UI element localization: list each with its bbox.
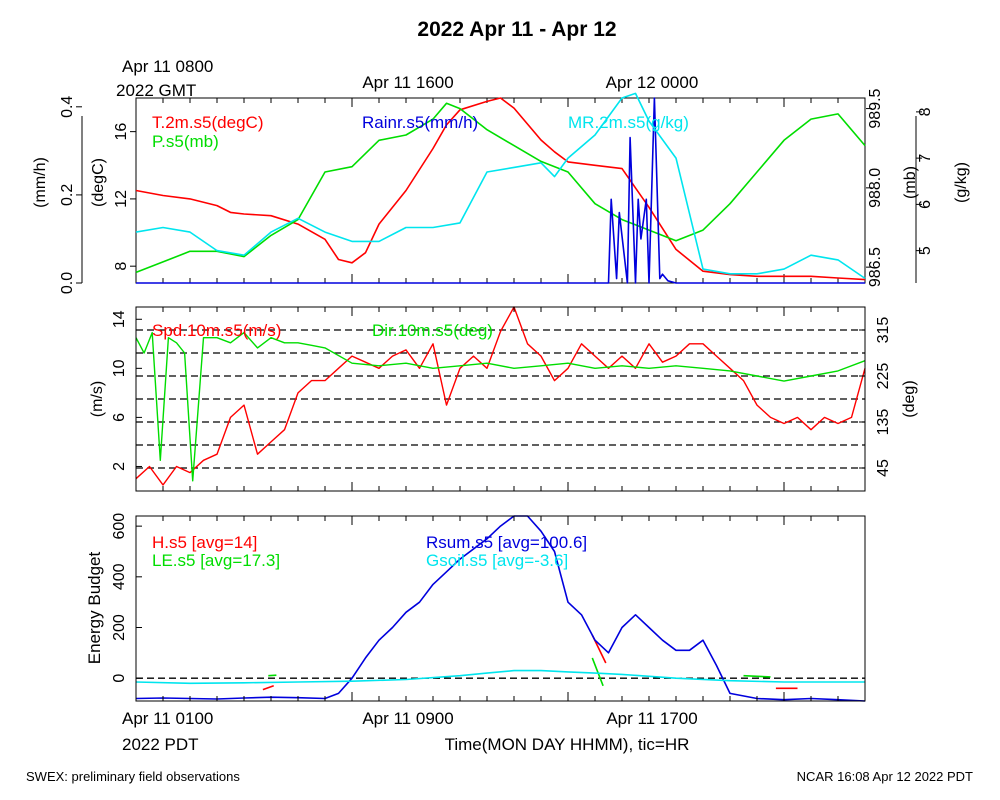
axis-label: (degC) xyxy=(90,158,107,207)
legend-entry: Rainr.s5(mm/h) xyxy=(362,113,478,132)
axis-tick-label: 315 xyxy=(875,317,892,344)
axis-label: (m/s) xyxy=(89,381,106,417)
series-segment-1 xyxy=(743,674,771,678)
legend-entry: H.s5 [avg=14] xyxy=(152,533,257,552)
series-line-3 xyxy=(135,669,865,685)
axis-tick-label: 600 xyxy=(111,513,128,540)
wind-panel: 2 6 10 14 (m/s) 45 135 225 315 (deg) Spd.10m.s5(m/… xyxy=(89,306,918,492)
axis-tick-label: 8 xyxy=(917,107,934,116)
energy-panel: 0 200 400 600 Energy Budget H.s5 [avg=14]LE.s… xyxy=(85,513,866,702)
axis-tick-label: 225 xyxy=(875,363,892,390)
axis-tick-label: 988.0 xyxy=(867,168,884,208)
legend-entry: P.s5(mb) xyxy=(152,132,219,151)
series-line-1 xyxy=(135,102,866,274)
bottom-axis-start-line1: Apr 11 0100 xyxy=(122,709,213,728)
legend-entry: Dir.10m.s5(deg) xyxy=(372,321,493,340)
axis-tick-label: 2 xyxy=(111,462,128,471)
axis-tick-label: 0 xyxy=(111,674,128,683)
axis-tick-label: 45 xyxy=(875,459,892,477)
energy-frame xyxy=(135,515,866,702)
axis-tick-label: 6 xyxy=(917,200,934,209)
series-line-1 xyxy=(135,331,866,482)
bottom-axis-tick-0900: Apr 11 0900 xyxy=(362,709,453,728)
bottom-axis-start-line2: 2022 PDT xyxy=(122,735,199,754)
top-axis-tick-1600: Apr 11 1600 xyxy=(362,73,453,92)
axis-tick-label: 986.5 xyxy=(867,247,884,287)
footer-right: NCAR 16:08 Apr 12 2022 PDT xyxy=(797,769,973,784)
legend-entry: MR.2m.s5(g/kg) xyxy=(568,113,689,132)
axis-tick-label: 0.4 xyxy=(59,96,76,118)
axis-tick-label: 12 xyxy=(113,190,130,208)
legend-entry: Spd.10m.s5(m/s) xyxy=(152,321,281,340)
series-segment-1 xyxy=(591,657,604,687)
axis-tick-label: 8 xyxy=(113,262,130,271)
axis-tick-label: 6 xyxy=(111,413,128,422)
x-axis-label: Time(MON DAY HHMM), tic=HR xyxy=(445,735,690,754)
axis-tick-label: 16 xyxy=(113,123,130,141)
axis-label: (deg) xyxy=(901,380,918,417)
axis-label: Energy Budget xyxy=(85,551,104,664)
series-line-0 xyxy=(135,306,866,486)
wind-frame xyxy=(135,306,866,492)
legend-entry: LE.s5 [avg=17.3] xyxy=(152,551,280,570)
axis-tick-label: 5 xyxy=(917,246,934,255)
footer-left: SWEX: preliminary field observations xyxy=(26,769,240,784)
bottom-axis-tick-1700: Apr 11 1700 xyxy=(606,709,697,728)
top-axis-start-line1: Apr 11 0800 xyxy=(122,57,213,76)
axis-tick-label: 135 xyxy=(875,409,892,436)
axis-tick-label: 7 xyxy=(917,154,934,163)
legend-entry: Rsum.s5 [avg=100.6] xyxy=(426,533,587,552)
axis-tick-label: 0.0 xyxy=(59,272,76,294)
axis-label: (mm/h) xyxy=(32,157,49,208)
series-line-3 xyxy=(135,92,866,280)
series-segment-1 xyxy=(268,674,277,677)
met-panel: 0.0 0.2 0.4 (mm/h) 8 12 16 (degC) 986.5 988.0 989.… xyxy=(32,88,970,294)
series-line-2 xyxy=(136,97,865,284)
series-segment-0 xyxy=(262,685,274,691)
axis-tick-label: 10 xyxy=(111,359,128,377)
axis-label: (g/kg) xyxy=(953,162,970,203)
axis-label: (mb) xyxy=(902,166,919,199)
legend-entry: T.2m.s5(degC) xyxy=(152,113,263,132)
axis-tick-label: 400 xyxy=(111,563,128,590)
series-line-0 xyxy=(135,97,866,281)
top-axis-tick-0000: Apr 12 0000 xyxy=(606,73,699,92)
top-axis-start-line2: 2022 GMT xyxy=(116,81,196,100)
axis-tick-label: 14 xyxy=(111,310,128,328)
axis-tick-label: 0.2 xyxy=(59,184,76,206)
axis-tick-label: 200 xyxy=(111,614,128,641)
legend-entry: Gsoil.s5 [avg=-3.6] xyxy=(426,551,568,570)
chart-title: 2022 Apr 11 - Apr 12 xyxy=(417,18,616,41)
axis-tick-label: 989.5 xyxy=(867,88,884,128)
